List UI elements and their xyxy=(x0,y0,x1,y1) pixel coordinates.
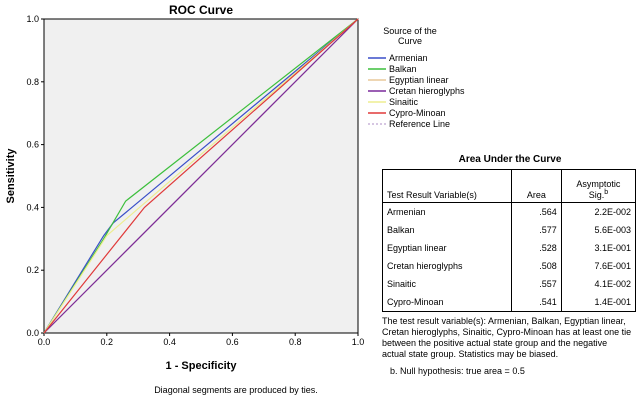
header-sig-superscript: b xyxy=(604,189,609,196)
table-row: Balkan .577 5.6E-003 xyxy=(381,221,637,239)
auc-table: Test Result Variable(s) Area Asymptotic … xyxy=(381,169,637,312)
row-sig: 2.2E-002 xyxy=(560,202,637,221)
legend-label-reference-line: Reference Line xyxy=(389,119,450,129)
table-row: Egyptian linear .528 3.1E-001 xyxy=(381,239,637,257)
y-tick-label: 0.0 xyxy=(26,328,39,338)
row-sig: 4.1E-002 xyxy=(560,275,637,293)
header-area: Area xyxy=(511,169,562,203)
row-variable: Armenian xyxy=(381,202,513,221)
chart-title: ROC Curve xyxy=(169,3,233,17)
auc-table-body: Armenian .564 2.2E-002 Balkan .577 5.6E-003 Eg… xyxy=(381,202,637,312)
legend-label-sinaitic: Sinaitic xyxy=(389,97,419,107)
row-sig: 1.4E-001 xyxy=(560,293,637,312)
legend-label-cretan-hieroglyphs: Cretan hieroglyphs xyxy=(389,86,465,96)
table-row: Cypro-Minoan .541 1.4E-001 xyxy=(381,293,637,312)
legend-label-egyptian-linear: Egyptian linear xyxy=(389,75,449,85)
legend-title-line: Source of the xyxy=(383,26,437,36)
chart-footnote: Diagonal segments are produced by ties. xyxy=(154,385,318,395)
row-variable: Cretan hieroglyphs xyxy=(381,257,513,275)
legend-label-cypro-minoan: Cypro-Minoan xyxy=(389,108,446,118)
x-tick-label: 0.0 xyxy=(38,337,51,347)
header-sig: Asymptotic Sig.b xyxy=(560,169,637,203)
series-line-sinaitic xyxy=(43,18,359,334)
row-sig: 7.6E-001 xyxy=(560,257,637,275)
row-area: .557 xyxy=(511,275,562,293)
x-tick-label: 0.4 xyxy=(163,337,176,347)
series-line-cypro-minoan xyxy=(43,18,359,334)
x-tick-label: 0.2 xyxy=(101,337,114,347)
row-variable: Egyptian linear xyxy=(381,239,513,257)
table-row: Cretan hieroglyphs .508 7.6E-001 xyxy=(381,257,637,275)
row-area: .541 xyxy=(511,293,562,312)
x-axis-ticks: 0.0 0.2 0.4 0.6 0.8 1.0 xyxy=(38,333,365,347)
series-line-armenian xyxy=(43,18,359,334)
legend-title-line: Curve xyxy=(398,36,422,46)
x-tick-label: 1.0 xyxy=(352,337,365,347)
y-axis-ticks: 0.0 0.2 0.4 0.6 0.8 1.0 xyxy=(26,14,44,338)
x-tick-label: 0.8 xyxy=(289,337,302,347)
row-variable: Sinaitic xyxy=(381,275,513,293)
y-tick-label: 1.0 xyxy=(26,14,39,24)
auc-table-header-row: Test Result Variable(s) Area Asymptotic … xyxy=(381,169,637,203)
auc-table-title: Area Under the Curve xyxy=(458,154,562,165)
row-area: .528 xyxy=(511,239,562,257)
auc-note-a: The test result variable(s): Armenian, B… xyxy=(382,316,632,359)
legend-label-armenian: Armenian xyxy=(389,53,428,63)
y-tick-label: 0.8 xyxy=(26,77,39,87)
series-line-cretan-hieroglyphs xyxy=(43,18,359,334)
y-tick-label: 0.4 xyxy=(26,202,39,212)
roc-series-group xyxy=(43,18,359,334)
row-area: .508 xyxy=(511,257,562,275)
table-row: Sinaitic .557 4.1E-002 xyxy=(381,275,637,293)
row-area: .564 xyxy=(511,202,562,221)
row-area: .577 xyxy=(511,221,562,239)
row-sig: 5.6E-003 xyxy=(560,221,637,239)
row-variable: Cypro-Minoan xyxy=(381,293,513,312)
y-tick-label: 0.6 xyxy=(26,140,39,150)
header-sig-text: Asymptotic Sig. xyxy=(576,179,621,200)
y-axis-label: Sensitivity xyxy=(5,148,17,204)
x-tick-label: 0.6 xyxy=(226,337,239,347)
table-row: Armenian .564 2.2E-002 xyxy=(381,202,637,221)
x-axis-label: 1 - Specificity xyxy=(166,360,238,372)
y-tick-label: 0.2 xyxy=(26,265,39,275)
header-variable: Test Result Variable(s) xyxy=(381,169,513,203)
legend-label-balkan: Balkan xyxy=(389,64,417,74)
auc-note-b: b. Null hypothesis: true area = 0.5 xyxy=(390,366,525,376)
legend-title: Source of the Curve xyxy=(383,26,437,46)
auc-table-block: Area Under the Curve Test Result Variabl… xyxy=(381,154,638,376)
row-variable: Balkan xyxy=(381,221,513,239)
row-sig: 3.1E-001 xyxy=(560,239,637,257)
